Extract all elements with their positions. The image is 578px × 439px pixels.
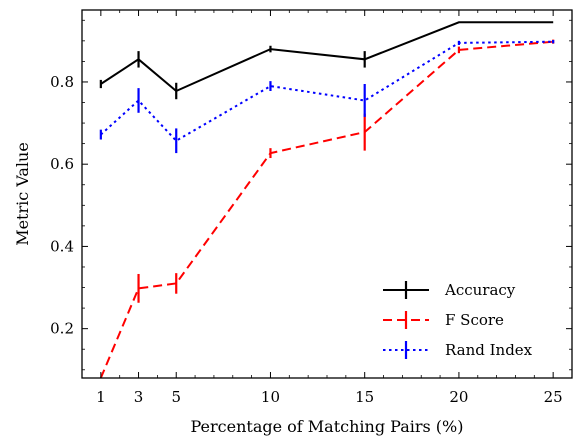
- y-tick-label-2: 0.6: [50, 155, 74, 173]
- legend-label-1: F Score: [445, 311, 504, 329]
- legend-label-0: Accuracy: [444, 281, 516, 299]
- series-0: [99, 21, 554, 100]
- y-tick-label-3: 0.8: [50, 73, 74, 91]
- x-tick-label-3: 10: [261, 388, 280, 406]
- x-tick-label-1: 3: [134, 388, 144, 406]
- y-axis-title: Metric Value: [13, 142, 32, 246]
- series-line-2: [100, 40, 554, 143]
- ticks-layer: 1 3 5 10 15 20 25 0.2 0.4 0.6 0.8: [50, 10, 573, 406]
- x-tick-label-4: 15: [355, 388, 374, 406]
- legend-label-2: Rand Index: [445, 341, 533, 359]
- x-tick-label-2: 5: [171, 388, 181, 406]
- legend: Accuracy F Score Rand Index: [383, 281, 533, 359]
- x-axis-title: Percentage of Matching Pairs (%): [190, 417, 463, 436]
- series-2: [99, 40, 555, 154]
- series-1: [99, 39, 555, 379]
- y-tick-label-0: 0.2: [50, 320, 74, 338]
- x-tick-label-0: 1: [96, 388, 106, 406]
- series-line-0: [100, 21, 554, 93]
- x-tick-label-5: 20: [449, 388, 468, 406]
- series-layer: [99, 21, 555, 379]
- y-tick-label-1: 0.4: [50, 237, 74, 255]
- x-tick-label-6: 25: [544, 388, 563, 406]
